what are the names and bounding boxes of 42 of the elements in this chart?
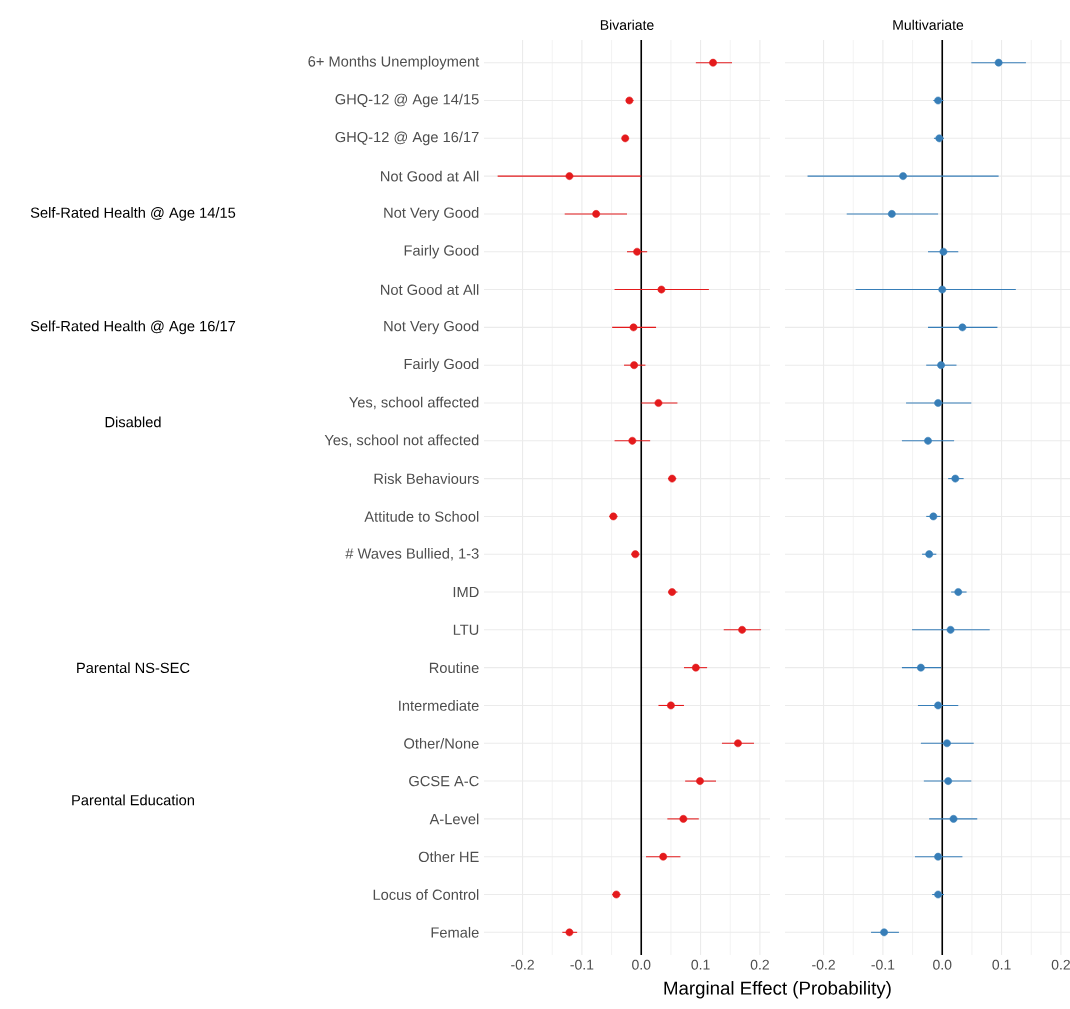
chart-title: Bivariate	[600, 19, 654, 30]
y-tick-label: GHQ-12 @ Age 14/15	[335, 93, 479, 108]
y-tick-label: Attitude to School	[364, 511, 479, 522]
x-axis-title: Marginal Effect (Probability)	[664, 981, 891, 999]
x-tick-label: 0.1	[992, 959, 1011, 970]
y-tick-label: Locus of Control	[373, 889, 479, 900]
y-tick-label: Intermediate	[399, 700, 479, 711]
y-tick-label: LTU	[453, 624, 479, 635]
text: Parental NS-SEC	[77, 662, 190, 674]
y-tick-label: Yes, school affected	[349, 396, 479, 410]
y-tick-label: Fairly Good	[404, 358, 479, 372]
y-tick-label: Not Good at All	[381, 170, 479, 182]
x-tick-label: 0.2	[1051, 959, 1070, 970]
y-tick-label: GHQ-12 @ Age 16/17	[335, 131, 479, 146]
text: Self-Rated Health @ Age 14/15	[30, 207, 236, 221]
x-tick-label: 0.0	[933, 959, 952, 970]
y-tick-label: Fairly Good	[404, 244, 479, 259]
text: Disabled	[105, 416, 161, 428]
x-tick-label: -0.2	[511, 959, 534, 970]
y-tick-label: Not Good at All	[381, 284, 479, 295]
y-tick-label: Risk Behaviours	[374, 473, 479, 484]
x-tick-label: 0.1	[691, 959, 710, 970]
y-tick-label: Yes, school not affected	[324, 434, 479, 448]
y-tick-label: IMD	[453, 587, 479, 598]
y-tick-label: Not Very Good	[384, 320, 479, 335]
x-tick-label: -0.1	[570, 959, 594, 970]
x-tick-label: 0.2	[750, 959, 769, 970]
y-tick-label: 6+ Months Unemployment	[308, 55, 480, 70]
y-tick-label: GCSE A-C	[409, 775, 479, 787]
text: Parental Education	[72, 794, 194, 806]
x-tick-label: 0.0	[632, 959, 651, 970]
chart-title: Multivariate	[893, 19, 964, 30]
y-tick-label: Routine	[429, 662, 479, 674]
x-tick-label: -0.2	[812, 959, 835, 970]
y-tick-label: # Waves Bullied, 1-3	[345, 547, 479, 561]
y-tick-label: A-Level	[429, 813, 479, 825]
y-tick-label: Other/None	[404, 737, 479, 749]
y-tick-label: Not Very Good	[384, 207, 479, 221]
text: Self-Rated Health @ Age 16/17	[30, 320, 236, 335]
y-tick-label: Female	[431, 926, 479, 938]
x-tick-label: -0.1	[871, 959, 895, 970]
y-tick-label: Other HE	[418, 851, 479, 863]
